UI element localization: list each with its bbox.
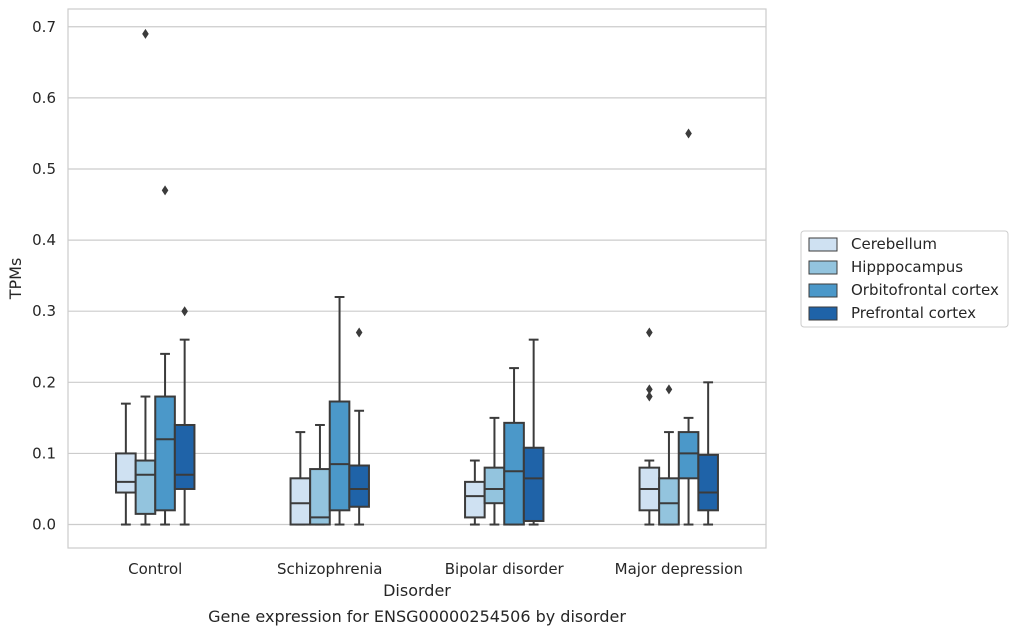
x-axis-label: Disorder [383, 581, 451, 600]
y-axis-ticks: 0.0 0.1 0.2 0.3 0.4 0.5 0.6 0.7 [32, 18, 56, 534]
y-tick-label: 0.5 [32, 160, 56, 178]
outlier-point [355, 327, 363, 338]
box [289, 477, 312, 526]
box [328, 400, 351, 512]
box-group [154, 185, 176, 526]
legend-label: Cerebellum [851, 235, 937, 253]
y-axis-label: TPMs [6, 258, 25, 301]
box [658, 477, 680, 526]
box-group [348, 327, 370, 526]
legend-label: Orbitofrontal cortex [851, 281, 999, 299]
y-tick-label: 0.2 [32, 373, 56, 391]
box-group [115, 402, 137, 526]
box [503, 421, 525, 526]
y-tick-label: 0.1 [32, 444, 56, 462]
figure-caption: Gene expression for ENSG00000254506 by d… [208, 607, 626, 626]
outlier-point [646, 327, 653, 338]
legend-label: Prefrontal cortex [851, 304, 976, 322]
legend-frame [800, 230, 1009, 328]
box-group [328, 295, 351, 526]
legend-swatch [808, 237, 838, 252]
box-groups [115, 28, 719, 526]
box [134, 459, 157, 515]
y-tick-label: 0.4 [32, 231, 56, 249]
box-group [134, 28, 157, 526]
box [173, 423, 196, 490]
box-group [483, 416, 506, 526]
box [483, 466, 506, 505]
box [348, 464, 370, 508]
x-tick-label: Bipolar disorder [445, 560, 565, 578]
x-tick-label: Major depression [615, 560, 743, 578]
box-group [658, 384, 680, 526]
box-group [638, 327, 661, 526]
box [697, 453, 719, 512]
outlier-point [142, 28, 149, 39]
y-tick-label: 0.3 [32, 302, 56, 320]
x-tick-label: Schizophrenia [277, 560, 382, 578]
y-tick-label: 0.7 [32, 18, 56, 36]
box-group [522, 338, 545, 526]
outlier-point [646, 384, 653, 395]
box-group [464, 459, 486, 526]
outlier-point [685, 128, 692, 139]
box [677, 431, 700, 480]
outlier-point [646, 391, 653, 402]
box-group [309, 423, 331, 526]
box-group [503, 367, 525, 526]
box [464, 480, 486, 519]
box-group [697, 381, 719, 526]
box [522, 446, 545, 522]
plot-frame [67, 8, 767, 549]
legend-swatch [808, 306, 838, 321]
legend-swatch [808, 260, 838, 275]
x-tick-label: Control [128, 560, 182, 578]
outlier-point [161, 185, 169, 196]
box-group [289, 431, 312, 526]
legend-swatch [808, 283, 838, 298]
x-axis-ticks: Control Schizophrenia Bipolar disorder Majo… [128, 560, 743, 578]
outlier-point [181, 306, 188, 317]
box [115, 452, 137, 494]
legend: Cerebellum Hipppocampus Orbitofrontal cort… [800, 230, 1009, 328]
box-group [677, 128, 700, 526]
box [154, 395, 176, 512]
box [309, 468, 331, 526]
box-group [173, 306, 196, 526]
outlier-point [665, 384, 673, 395]
y-tick-label: 0.0 [32, 516, 56, 534]
y-tick-label: 0.6 [32, 89, 56, 107]
legend-label: Hipppocampus [851, 258, 963, 276]
